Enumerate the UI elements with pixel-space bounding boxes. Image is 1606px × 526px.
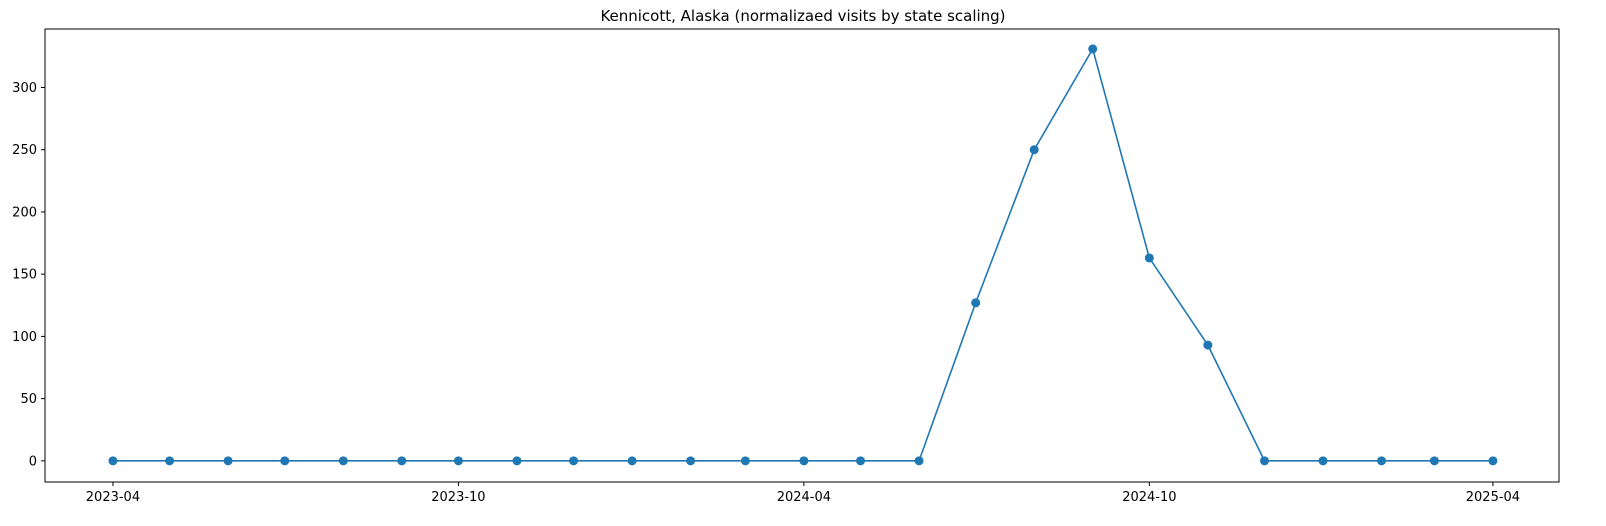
series-layer	[108, 44, 1498, 466]
plot-area-frame	[44, 28, 1560, 483]
data-point-marker	[856, 456, 866, 466]
data-point-marker	[1144, 253, 1154, 263]
data-point-marker	[1429, 456, 1439, 466]
data-point-marker	[453, 456, 463, 466]
x-tick-label: 2023-04	[86, 490, 140, 505]
data-point-marker	[1488, 456, 1498, 466]
data-point-marker	[1260, 456, 1270, 466]
x-tick-label: 2023-10	[431, 490, 485, 505]
data-point-marker	[397, 456, 407, 466]
data-point-marker	[165, 456, 175, 466]
y-tick-label: 150	[12, 268, 37, 283]
data-point-marker	[914, 456, 924, 466]
y-axis: 0 50 100 150 200 250 300	[12, 81, 45, 469]
data-point-marker	[627, 456, 637, 466]
y-tick-label: 100	[12, 330, 37, 345]
data-point-marker	[1203, 340, 1213, 350]
x-tick-label: 2025-04	[1466, 490, 1520, 505]
data-point-marker	[338, 456, 348, 466]
data-point-marker	[799, 456, 809, 466]
chart-title: Kennicott, Alaska (normalizaed visits by…	[600, 7, 1005, 25]
x-axis: 2023-04 2023-10 2024-04 2024-10 2025-04	[86, 482, 1520, 505]
data-point-marker	[971, 298, 981, 308]
y-tick-label: 300	[12, 81, 37, 96]
y-tick-label: 200	[12, 205, 37, 220]
data-point-marker	[280, 456, 290, 466]
data-point-marker	[1318, 456, 1328, 466]
x-tick-label: 2024-04	[777, 490, 831, 505]
data-point-marker	[569, 456, 579, 466]
data-point-marker	[1377, 456, 1387, 466]
series-line	[112, 48, 1493, 462]
y-tick-label: 50	[20, 392, 37, 407]
data-point-marker	[108, 456, 118, 466]
data-point-marker	[1029, 145, 1039, 155]
data-point-marker	[740, 456, 750, 466]
data-point-marker	[686, 456, 696, 466]
y-tick-label: 0	[29, 454, 37, 469]
data-point-marker	[223, 456, 233, 466]
data-point-marker	[1088, 44, 1098, 54]
data-point-marker	[512, 456, 522, 466]
y-tick-label: 250	[12, 143, 37, 158]
x-tick-label: 2024-10	[1122, 490, 1176, 505]
